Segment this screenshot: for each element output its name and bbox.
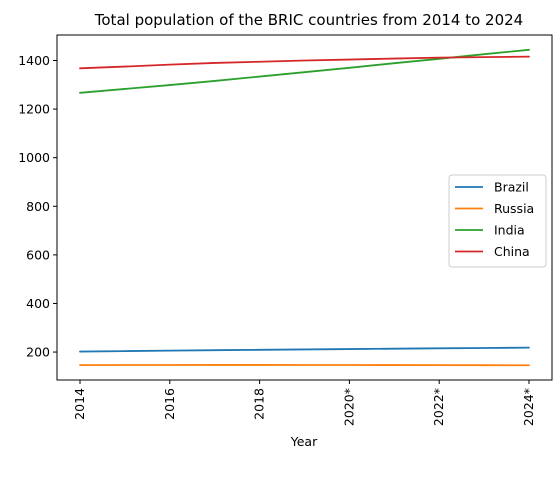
legend-label-china: China (494, 244, 530, 259)
x-tick-label-5: 2024* (521, 388, 536, 426)
y-tick-label-1200: 1200 (18, 102, 50, 117)
y-axis: 200 400 600 800 1000 1200 1400 (18, 53, 57, 360)
x-tick-label-0: 2014 (72, 388, 87, 420)
x-tick-label-1: 2016 (162, 388, 177, 420)
legend-label-russia: Russia (494, 201, 534, 216)
legend-label-brazil: Brazil (494, 180, 529, 195)
chart-title: Total population of the BRIC countries f… (94, 11, 523, 29)
y-tick-label-600: 600 (26, 247, 50, 262)
series-line-brazil (79, 346, 530, 353)
y-tick-label-1000: 1000 (18, 150, 50, 165)
y-tick-label-400: 400 (26, 296, 50, 311)
x-tick-label-3: 2020* (341, 388, 356, 426)
legend-label-india: India (494, 223, 525, 238)
y-tick-label-800: 800 (26, 199, 50, 214)
y-tick-label-200: 200 (26, 345, 50, 360)
series-layer (79, 48, 530, 367)
x-tick-label-4: 2022* (431, 388, 446, 426)
x-tick-label-2: 2018 (252, 388, 267, 420)
legend: Brazil Russia India China (448, 174, 547, 268)
y-tick-label-1400: 1400 (18, 53, 50, 68)
x-axis: 2014 2016 2018 2020* 2022* 2024* (72, 380, 536, 426)
plot-frame (56, 34, 553, 381)
legend-box (448, 174, 547, 268)
x-axis-label: Year (290, 434, 318, 449)
series-line-china (79, 55, 530, 70)
